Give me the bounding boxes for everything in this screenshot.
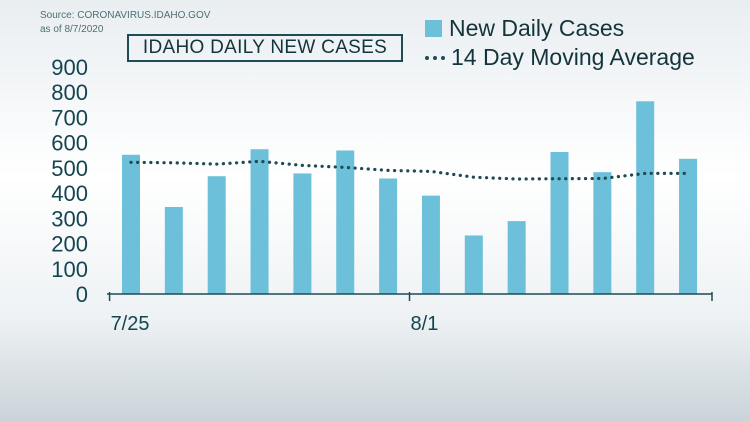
y-tick-label: 700 <box>51 105 88 130</box>
y-tick-label: 600 <box>51 131 88 156</box>
legend-item-bars: New Daily Cases <box>425 15 624 42</box>
y-tick-label: 900 <box>51 55 88 80</box>
source-line: Source: CORONAVIRUS.IDAHO.GOV <box>40 10 211 21</box>
bar <box>421 195 440 294</box>
bar <box>550 151 569 294</box>
y-tick-label: 800 <box>51 80 88 105</box>
x-tick-label: 7/25 <box>111 313 150 335</box>
y-tick-label: 300 <box>51 206 88 231</box>
bar <box>593 172 612 294</box>
bar <box>636 101 655 295</box>
legend-label-bars: New Daily Cases <box>449 15 625 41</box>
chart-title: IDAHO DAILY NEW CASES <box>127 34 403 62</box>
legend-label-line: 14 Day Moving Average <box>451 44 695 70</box>
moving-average-line <box>129 159 690 181</box>
y-tick-label: 400 <box>51 181 88 206</box>
x-tick-label: 8/1 <box>411 313 439 335</box>
bar <box>293 173 312 294</box>
y-tick-label: 100 <box>51 257 88 282</box>
bar <box>507 221 526 294</box>
as-of-date: as of 8/7/2020 <box>40 24 104 35</box>
legend-item-line: 14 Day Moving Average <box>425 44 695 71</box>
bar <box>679 158 698 294</box>
bar-swatch-icon <box>425 20 442 37</box>
y-tick-label: 500 <box>51 156 88 181</box>
bar <box>207 176 226 294</box>
source-note: Source: CORONAVIRUS.IDAHO.GOV as of 8/7/… <box>40 9 210 37</box>
bar <box>336 150 355 294</box>
bar <box>122 154 140 294</box>
bar <box>379 178 398 294</box>
y-tick-label: 0 <box>76 282 88 307</box>
dotted-line-icon <box>425 55 445 60</box>
bar <box>164 206 183 294</box>
bar <box>250 149 269 294</box>
bar <box>464 235 483 294</box>
y-tick-label: 200 <box>51 232 88 257</box>
